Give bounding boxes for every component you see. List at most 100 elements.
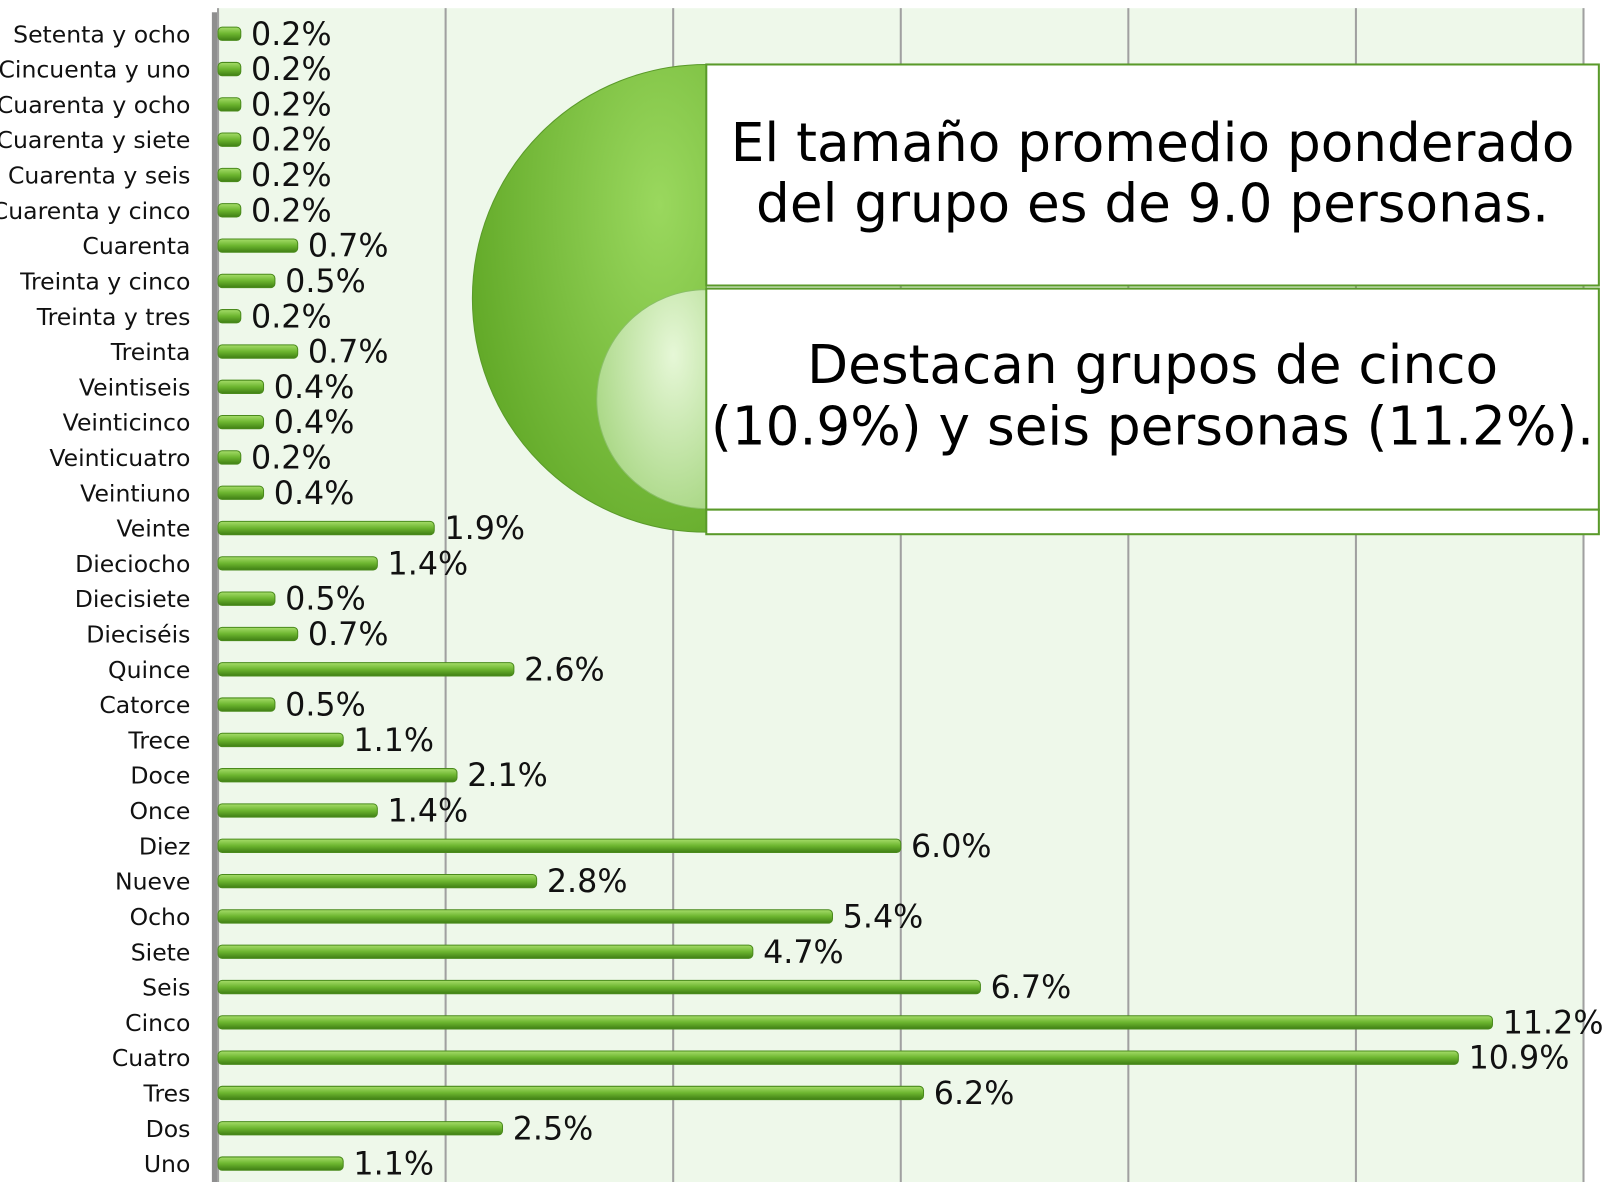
data-label: 6.7% (991, 970, 1072, 1006)
data-label: 1.9% (444, 511, 525, 547)
bar (217, 414, 265, 430)
data-label: 6.2% (934, 1076, 1015, 1112)
bar (217, 1015, 1493, 1030)
annotation: (10.9%) y seis personas (11.2%). (711, 395, 1594, 457)
data-label: 1.4% (388, 794, 469, 830)
data-label: 11.2% (1503, 1005, 1604, 1041)
annotation: del grupo es de 9.0 personas. (756, 172, 1549, 234)
data-label: 0.2% (251, 299, 332, 335)
bar (217, 485, 265, 500)
bar (217, 873, 538, 889)
note-box-base (705, 508, 1600, 536)
data-label: 0.5% (285, 264, 366, 300)
data-label: 1.1% (353, 723, 434, 759)
data-label: 0.4% (274, 370, 355, 406)
y-tick-label: Veintiseis (79, 373, 191, 401)
data-label: 0.5% (285, 688, 366, 724)
bar (217, 662, 515, 677)
y-tick-label: Doce (130, 762, 190, 790)
y-tick-label: Setenta y ocho (13, 20, 190, 48)
y-tick-label: Treinta (110, 338, 191, 366)
bar (217, 556, 378, 571)
bar (217, 61, 242, 77)
annotation: El tamaño promedio ponderado (731, 112, 1575, 174)
bar (217, 1050, 1459, 1065)
bar (217, 768, 458, 783)
data-label: 1.1% (353, 1147, 434, 1182)
bar (217, 1121, 504, 1136)
data-label: 2.6% (524, 652, 605, 688)
y-tick-label: Catorce (99, 691, 190, 719)
y-tick-label: Ocho (130, 903, 191, 931)
y-tick-label: Quince (108, 656, 190, 684)
data-label: 1.4% (388, 546, 469, 582)
bar (217, 520, 435, 536)
y-tick-label: Cuarenta y seis (8, 162, 190, 190)
bar (217, 238, 299, 253)
bar (217, 1085, 925, 1101)
data-label: 2.8% (547, 864, 628, 900)
y-tick-label: Diez (139, 832, 191, 860)
data-label: 0.7% (308, 617, 389, 653)
bar (217, 132, 242, 147)
annotation: Destacan grupos de cinco (807, 334, 1498, 396)
bar (217, 697, 276, 712)
data-label: 0.4% (274, 405, 355, 441)
y-tick-label: Veintiuno (80, 479, 190, 507)
y-tick-label: Trece (127, 726, 190, 754)
bar (217, 203, 242, 218)
note-box (705, 63, 1600, 287)
bar (217, 97, 242, 112)
y-tick-label: Tres (143, 1080, 191, 1108)
y-tick-label: Veinticinco (63, 409, 191, 437)
data-label: 2.1% (467, 758, 548, 794)
bar (217, 591, 276, 606)
bar (217, 309, 242, 324)
data-label: 0.2% (251, 158, 332, 194)
bar (217, 344, 299, 359)
y-tick-label: Veinticuatro (49, 444, 190, 472)
bar (217, 26, 242, 41)
data-label: 0.2% (251, 87, 332, 123)
y-tick-label: Diecisiete (75, 585, 191, 613)
y-tick-label: Cincuenta y uno (0, 56, 190, 84)
data-label: 4.7% (763, 935, 844, 971)
data-label: 0.7% (308, 335, 389, 371)
data-label: 0.2% (251, 123, 332, 159)
bar (217, 626, 299, 642)
y-tick-label: Cinco (125, 1009, 190, 1037)
bar (217, 167, 242, 183)
data-label: 10.9% (1469, 1041, 1570, 1077)
y-tick-label: Dieciocho (75, 550, 190, 578)
y-tick-label: Treinta y cinco (19, 267, 190, 295)
data-label: 5.4% (843, 899, 924, 935)
y-tick-label: Dos (146, 1115, 191, 1143)
y-tick-label: Cuarenta y siete (0, 126, 190, 154)
bar (217, 1156, 344, 1171)
bar (217, 944, 754, 959)
bar (217, 838, 902, 853)
y-tick-label: Cuatro (112, 1044, 191, 1072)
data-label: 0.2% (251, 193, 332, 229)
data-label: 0.2% (251, 440, 332, 476)
y-tick-label: Veinte (116, 515, 190, 543)
y-tick-label: Cuarenta y cinco (0, 197, 190, 225)
y-tick-label: Dieciséis (86, 621, 190, 649)
y-tick-label: Uno (144, 1150, 191, 1178)
data-label: 2.5% (513, 1111, 594, 1147)
data-label: 0.7% (308, 229, 389, 265)
y-tick-label: Cuarenta y ocho (0, 91, 190, 119)
bar (217, 803, 378, 818)
data-label: 0.4% (274, 476, 355, 512)
y-tick-label: Once (130, 797, 191, 825)
bar (217, 909, 834, 924)
y-tick-label: Treinta y tres (36, 303, 191, 331)
data-label: 0.2% (251, 17, 332, 53)
y-tick-label: Seis (142, 974, 190, 1002)
decor-half-circle (596, 289, 707, 510)
note-box (705, 287, 1600, 511)
data-label: 0.5% (285, 582, 366, 618)
bar (217, 979, 981, 995)
bar (217, 732, 344, 748)
y-tick-label: Cuarenta (82, 232, 190, 260)
